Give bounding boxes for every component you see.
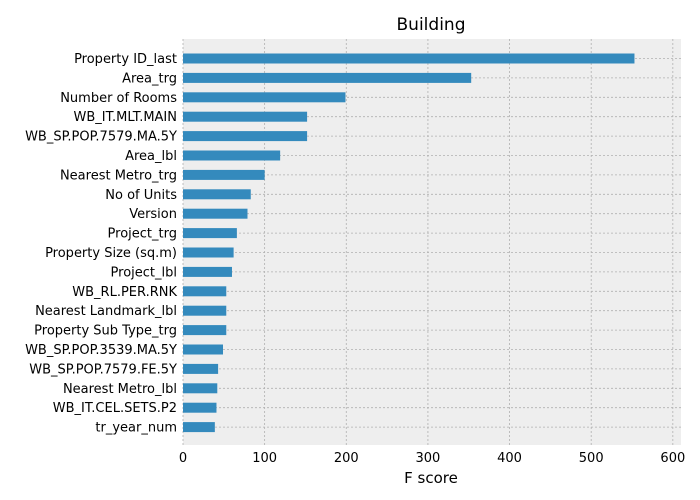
y-tick-label: Nearest Landmark_lbl [35, 304, 177, 319]
y-tick-label: Version [129, 207, 177, 222]
x-tick-label: 400 [497, 451, 522, 466]
bar [183, 131, 308, 142]
y-tick-label: No of Units [105, 188, 177, 203]
x-tick-label: 600 [660, 451, 685, 466]
bar [183, 150, 281, 161]
x-tick-labels: 0 100 200 300 400 500 600 [179, 451, 685, 466]
bar [183, 325, 227, 336]
plot-area [183, 39, 681, 445]
y-tick-label: WB_IT.CEL.SETS.P2 [53, 401, 177, 416]
bar [183, 169, 265, 180]
x-tick-label: 500 [579, 451, 604, 466]
bars [183, 53, 635, 433]
y-tick-label: Property ID_last [74, 52, 177, 67]
y-tick-label: Project_trg [108, 227, 177, 242]
bar [183, 286, 227, 297]
y-tick-label: WB_SP.POP.7579.MA.5Y [25, 130, 177, 145]
y-tick-label: Area_trg [122, 71, 177, 86]
y-tick-label: Nearest Metro_lbl [63, 382, 177, 397]
bar [183, 111, 308, 122]
y-tick-label: Area_lbl [125, 149, 177, 164]
y-tick-label: Nearest Metro_trg [60, 168, 177, 183]
x-tick-label: 100 [252, 451, 277, 466]
bar [183, 422, 215, 433]
y-tick-labels: Property ID_last Area_trg Number of Rooms W… [25, 52, 177, 436]
x-tick-label: 0 [179, 451, 187, 466]
bar [183, 305, 227, 316]
x-tick-label: 300 [416, 451, 441, 466]
bar [183, 383, 218, 394]
y-tick-label: Property Sub Type_trg [34, 324, 177, 339]
bar [183, 208, 248, 219]
bar [183, 402, 217, 413]
y-tick-label: WB_SP.POP.7579.FE.5Y [29, 362, 177, 377]
y-tick-label: Project_lbl [111, 265, 177, 280]
y-tick-label: WB_SP.POP.3539.MA.5Y [25, 343, 177, 358]
y-tick-label: tr_year_num [95, 421, 177, 436]
bar [183, 228, 237, 239]
y-tick-label: WB_RL.PER.RNK [72, 285, 177, 300]
bar [183, 53, 635, 64]
bar [183, 266, 232, 277]
bar [183, 92, 346, 103]
y-tick-label: Number of Rooms [60, 91, 177, 106]
bar [183, 72, 472, 83]
bar [183, 344, 224, 355]
chart-title: Building [397, 15, 466, 35]
y-tick-label: Property Size (sq.m) [45, 246, 177, 261]
x-tick-label: 200 [334, 451, 359, 466]
y-tick-label: WB_IT.MLT.MAIN [73, 110, 177, 125]
bar [183, 189, 251, 200]
bar [183, 363, 219, 374]
bar [183, 247, 234, 258]
x-axis-label: F score [404, 469, 458, 487]
